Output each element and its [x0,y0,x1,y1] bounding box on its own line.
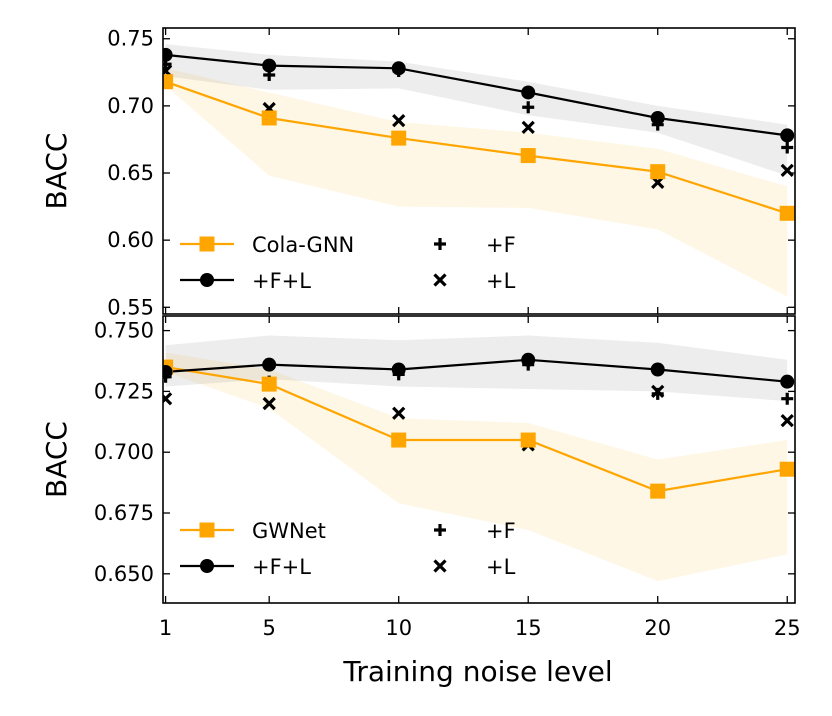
x-tick-label: 20 [644,616,671,640]
legend-label: +F [486,233,516,257]
x-tick-label: 1 [159,616,172,640]
y-tick-label: 0.75 [107,27,154,51]
y-tick-label: 0.70 [107,94,154,118]
data-point-x [392,114,406,128]
series-line-1 [165,358,788,383]
data-point-circle [780,128,795,143]
data-point-circle [650,362,665,377]
data-point-square [163,74,174,90]
data-point-circle [650,110,665,125]
legend-label: +F [486,519,516,543]
data-point-x [163,392,173,406]
plot-area [163,335,795,582]
data-point-square [520,432,536,448]
legend-marker [199,236,215,252]
confidence-band-1 [165,44,788,176]
axes-frame [162,315,796,604]
legend: GWNet+F+L+F+L [180,519,516,579]
legend: Cola-GNN+F+L+F+L [180,233,516,293]
y-tick-label: 0.700 [94,440,154,464]
legend-label: +L [486,555,516,579]
x-tick-label: 10 [385,616,412,640]
data-point-x [521,120,535,134]
y-axis-label: BACC [40,421,73,498]
legend-item: GWNet [180,519,326,543]
data-point-circle [780,374,795,389]
legend-item: +F+L [180,555,311,579]
data-point-square [391,130,407,146]
y-tick-label: 0.60 [107,228,154,252]
data-point-circle [391,362,406,377]
data-point-square [261,110,277,126]
legend-marker [433,559,447,573]
legend-item: Cola-GNN [180,233,354,257]
data-point-circle [521,85,536,100]
data-point-circle [163,47,173,62]
data-point-circle [391,61,406,76]
y-axis-label: BACC [40,133,73,210]
data-point-square [779,461,795,477]
legend-label: +F+L [252,269,311,293]
y-tick-label: 0.55 [107,295,154,319]
data-point-x [651,384,665,399]
data-point-plus [522,101,535,114]
data-point-x [392,406,406,420]
data-point-circle [163,364,173,379]
axes-frame [162,27,796,315]
x-tick-label: 5 [263,616,276,640]
series-line-0 [165,366,788,493]
x-tick-label: 15 [515,616,542,640]
data-point-plus [781,392,794,405]
data-point-x [780,163,794,177]
x-tick-label: 25 [774,616,801,640]
legend-label: GWNet [252,519,326,543]
data-point-x [262,396,276,411]
data-point-plus [781,141,794,154]
legend-marker [199,522,215,538]
legend-marker [434,524,446,536]
confidence-band-0 [165,352,788,582]
legend-marker [200,559,214,573]
data-point-circle [262,58,277,73]
series-line-0 [165,80,788,215]
data-point-square [779,205,795,221]
legend-item: +F [434,233,516,257]
data-point-square [261,376,277,392]
legend-marker [200,273,214,287]
y-tick-label: 0.725 [94,379,154,403]
legend-label: +F+L [252,555,311,579]
legend-marker [433,273,447,287]
confidence-band-1 [165,335,788,402]
data-point-circle [262,357,277,372]
y-tick-label: 0.750 [94,319,154,343]
legend-item: +L [433,555,516,579]
legend-label: +L [486,269,516,293]
data-point-x [780,413,794,428]
y-tick-label: 0.675 [94,501,154,525]
legend-item: +L [433,269,516,293]
y-tick-label: 0.650 [94,562,154,586]
legend-item: +F+L [180,269,311,293]
series-line-1 [165,53,788,137]
legend-item: +F [434,519,516,543]
data-point-square [650,483,666,499]
legend-marker [434,238,446,250]
x-axis-label: Training noise level [342,655,612,688]
data-point-circle [521,352,536,367]
data-point-square [391,432,407,448]
y-tick-label: 0.65 [107,161,154,185]
legend-label: Cola-GNN [252,233,354,257]
data-point-square [520,148,536,164]
plot-area [163,44,795,297]
data-point-square [650,164,666,180]
